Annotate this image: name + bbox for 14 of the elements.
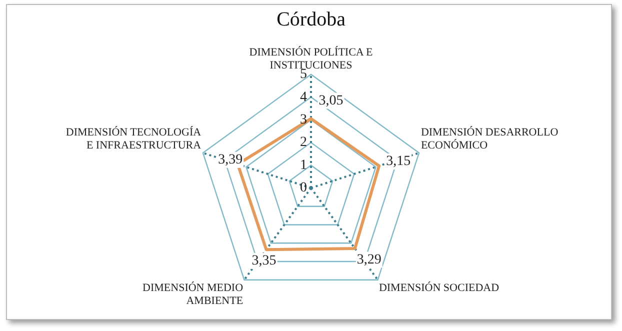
data-label: 3,35 xyxy=(252,254,276,269)
y-tick-label: 2 xyxy=(300,135,307,150)
spoke-label: DIMENSIÓN MEDIO AMBIENTE xyxy=(142,281,244,308)
chart-title: Córdoba xyxy=(276,8,346,30)
data-label: 3,39 xyxy=(218,152,243,168)
spoke-label: DIMENSIÓN DESARROLLO ECONÓMICO xyxy=(420,125,558,152)
y-tick-label: 4 xyxy=(300,90,307,105)
spoke-label: DIMENSIÓN SOCIEDAD xyxy=(378,281,500,294)
spoke-label: DIMENSIÓN TECNOLOGÍA E INFRAESTRUCTURA xyxy=(66,125,202,152)
y-tick-label: 0 xyxy=(300,180,307,196)
data-label: 3,15 xyxy=(386,154,411,170)
data-label: 3,05 xyxy=(318,93,344,108)
y-tick-label: 1 xyxy=(300,158,307,173)
data-label: 3,29 xyxy=(356,252,382,268)
